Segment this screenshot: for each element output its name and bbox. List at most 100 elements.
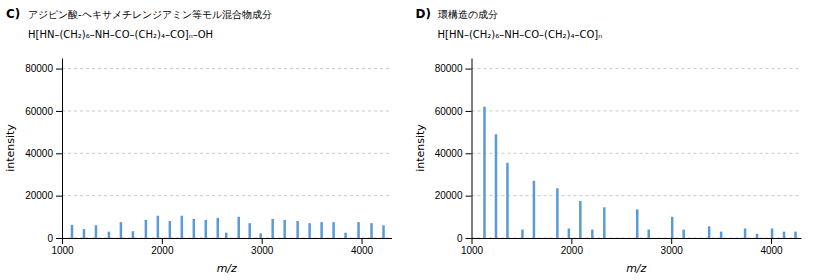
y-tick-mark [56,238,62,239]
bar [248,223,251,238]
bar [579,201,582,238]
bar [71,225,74,238]
x-axis-line [63,238,393,239]
y-tick-mark [56,111,62,112]
panel: D)環構造の成分H[HN–(CH₂)₆–NH–CO–(CH₂)₄–CO]ₙ100… [414,7,802,275]
bar [120,222,123,238]
bar [603,207,606,238]
bar [568,228,571,238]
bar [591,230,594,238]
y-tick-mark [56,196,62,197]
bar [271,219,274,238]
bar [296,221,299,238]
y-axis-title: intensity [414,124,427,172]
x-tick-mark [671,238,672,244]
x-tick: 4000 [760,238,783,256]
bar [320,222,323,238]
y-tick-label: 40000 [25,148,53,159]
x-tick-mark [362,238,363,244]
x-axis-line [472,238,802,239]
grid-line [62,68,392,69]
bar [647,230,650,238]
y-tick-label: 60000 [435,106,463,117]
grid-line [472,195,802,196]
x-tick: 2000 [561,238,584,256]
y-tick-label: 20000 [25,190,53,201]
y-tick-mark [466,196,472,197]
y-tick: 80000 [25,63,62,74]
x-tick: 2000 [151,238,174,256]
x-tick: 1000 [51,238,74,256]
x-tick: 4000 [351,238,374,256]
bar [83,229,86,238]
bar [283,220,286,238]
bar [506,163,509,238]
bar [495,134,498,238]
y-tick-mark [466,153,472,154]
bar [771,228,774,238]
x-tick-mark [262,238,263,244]
title: 環構造の成分 [438,9,498,20]
grid [62,69,392,238]
y-tick: 80000 [435,63,472,74]
x-tick-label: 3000 [661,245,684,256]
bar [533,181,536,238]
y-tick-label: 80000 [435,63,463,74]
y-tick-label: 80000 [25,63,53,74]
title: アジピン酸-ヘキサメチレンジアミン等モル混合物成分 [28,9,272,20]
bar [682,230,685,238]
x-tick-label: 2000 [151,245,174,256]
bar [132,231,135,238]
y-tick-label: 0 [47,233,53,244]
y-tick: 60000 [25,106,62,117]
grid [472,69,802,238]
x-tick-mark [162,238,163,244]
x-tick-mark [62,238,63,244]
y-axis-line [472,59,473,239]
y-tick: 0 [457,233,472,244]
bar [95,225,98,238]
panel-label: C) [6,7,20,21]
y-tick: 40000 [435,148,472,159]
bar [308,223,311,238]
x-tick-mark [771,238,772,244]
y-tick-label: 20000 [435,190,463,201]
bar [157,216,160,238]
grid-line [62,153,392,154]
bar [794,232,797,238]
grid-line [472,153,802,154]
y-tick-mark [466,69,472,70]
subtitle: H[HN–(CH₂)₆–NH–CO–(CH₂)₄–CO]ₙ–OH [28,29,213,40]
grid-line [62,195,392,196]
y-tick-mark [56,153,62,154]
x-tick-label: 4000 [351,245,374,256]
bar [382,225,385,238]
y-tick: 0 [47,233,62,244]
bar [237,217,240,238]
bar [521,230,524,238]
bar [671,217,674,238]
x-tick: 3000 [661,238,684,256]
subtitle: H[HN–(CH₂)₆–NH–CO–(CH₂)₄–CO]ₙ [438,29,603,40]
bar [756,234,759,238]
bar [332,222,335,238]
bar [720,232,723,238]
x-tick-mark [571,238,572,244]
x-axis: 1000 2000 3000 4000 [51,238,392,256]
x-axis-title: m/z [217,262,237,275]
y-tick-mark [466,111,472,112]
y-tick: 40000 [25,148,62,159]
y-tick-mark [466,238,472,239]
bar [205,220,208,238]
bars [483,107,797,238]
bar [193,219,196,238]
y-tick-label: 60000 [25,106,53,117]
x-tick-label: 3000 [251,245,274,256]
bar [744,228,747,238]
bar [225,233,228,238]
bar [708,226,711,238]
bar [169,221,172,238]
x-tick-label: 2000 [561,245,584,256]
y-tick-mark [56,69,62,70]
x-axis: 1000200030004000 [461,238,802,256]
